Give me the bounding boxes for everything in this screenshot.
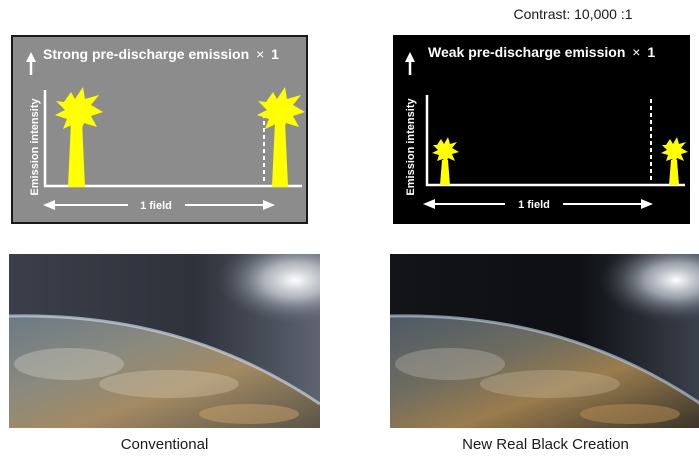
conventional-emission-svg: Strong pre-discharge emission × 1 Emissi… bbox=[26, 46, 305, 212]
field-label: 1 field bbox=[518, 199, 550, 211]
conventional-earth-photo bbox=[9, 254, 320, 428]
field-span-arrow bbox=[43, 200, 275, 210]
panel-title: Weak pre-discharge emission × 1 bbox=[428, 44, 655, 60]
field-label: 1 field bbox=[140, 200, 172, 212]
real-black-emission-svg: Weak pre-discharge emission × 1 Emission… bbox=[405, 44, 688, 211]
emission-burst-left bbox=[55, 87, 103, 187]
panel-title: Strong pre-discharge emission × 1 bbox=[43, 46, 279, 62]
y-axis-label: Emission intensity bbox=[29, 98, 41, 196]
emission-burst-right bbox=[661, 137, 688, 185]
new-real-black-emission-diagram: Weak pre-discharge emission × 1 Emission… bbox=[393, 35, 690, 224]
real-black-earth-photo bbox=[390, 254, 699, 428]
conventional-emission-diagram: Strong pre-discharge emission × 1 Emissi… bbox=[11, 35, 308, 224]
y-axis-up-arrow bbox=[26, 52, 36, 75]
field-span-arrow bbox=[423, 199, 653, 209]
conventional-caption: Conventional bbox=[120, 436, 209, 453]
y-axis-label: Emission intensity bbox=[405, 98, 417, 196]
y-axis-up-arrow bbox=[405, 52, 415, 75]
emission-burst-left bbox=[432, 137, 459, 185]
real-black-caption: New Real Black Creation bbox=[462, 436, 629, 453]
earth-image bbox=[9, 254, 320, 428]
earth-image bbox=[390, 254, 699, 428]
emission-burst-right bbox=[257, 87, 305, 187]
contrast-label: Contrast: 10,000 :1 bbox=[513, 6, 633, 22]
